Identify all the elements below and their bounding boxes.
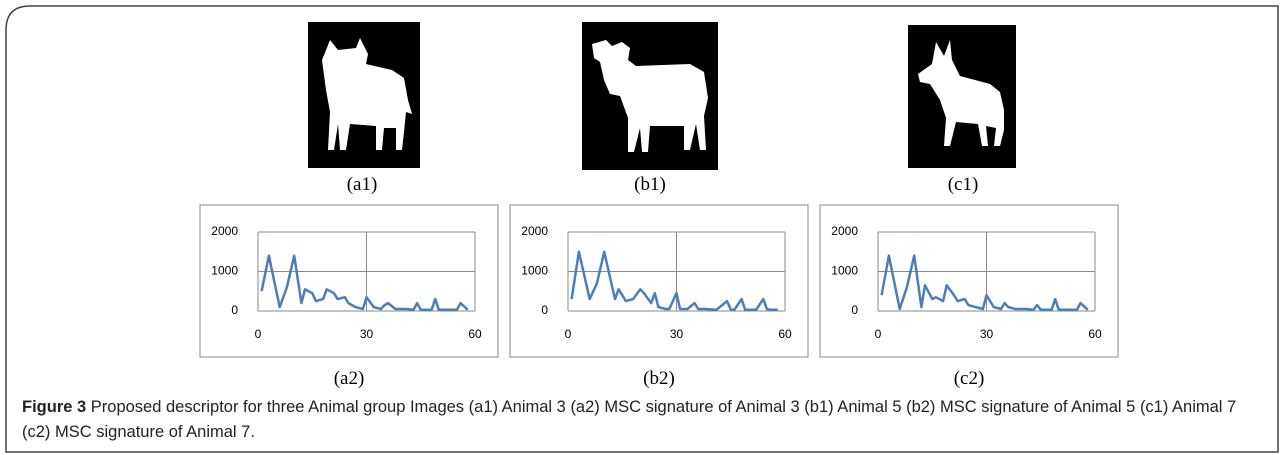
chart-frame xyxy=(819,204,1119,358)
x-tick-label: 30 xyxy=(980,327,994,341)
x-tick-label: 60 xyxy=(1088,327,1102,341)
image-c1 xyxy=(908,25,1016,168)
x-tick-label: 0 xyxy=(875,327,882,341)
chart-label: (a2) xyxy=(334,368,365,389)
line xyxy=(880,254,1089,312)
x-tick-label: 30 xyxy=(360,327,374,341)
figure-border xyxy=(5,5,1279,453)
y-tick-label: 1000 xyxy=(831,264,858,278)
y-tick-label: 0 xyxy=(851,303,858,317)
y-tick-label: 0 xyxy=(541,303,548,317)
y-tick-label: 2000 xyxy=(211,224,238,238)
image-a1 xyxy=(308,22,420,168)
line xyxy=(570,250,778,312)
caption: Figure 3 Proposed descriptor for three A… xyxy=(22,395,1262,445)
x-tick-label: 30 xyxy=(670,327,684,341)
caption-label: Figure 3 xyxy=(22,398,87,416)
x-tick-label: 0 xyxy=(255,327,262,341)
image-label: (c1) xyxy=(948,174,979,195)
y-tick-label: 2000 xyxy=(831,224,858,238)
image-label: (a1) xyxy=(347,174,378,195)
chart-frame xyxy=(199,204,499,358)
y-tick-label: 1000 xyxy=(521,264,548,278)
caption-text: Proposed descriptor for three Animal gro… xyxy=(22,398,1237,441)
chart-frame xyxy=(509,204,809,358)
chart-label: (b2) xyxy=(643,368,675,389)
line xyxy=(260,254,469,312)
y-tick-label: 2000 xyxy=(521,224,548,238)
chart-label: (c2) xyxy=(954,368,985,389)
x-tick-label: 0 xyxy=(565,327,572,341)
y-tick-label: 0 xyxy=(231,303,238,317)
image-label: (b1) xyxy=(634,174,666,195)
image-b1 xyxy=(582,22,718,170)
x-tick-label: 60 xyxy=(468,327,482,341)
y-tick-label: 1000 xyxy=(211,264,238,278)
x-tick-label: 60 xyxy=(778,327,792,341)
